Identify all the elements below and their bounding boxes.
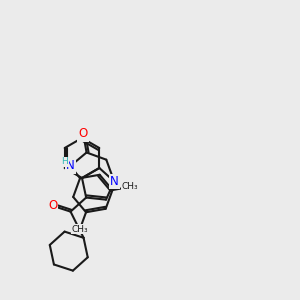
Text: O: O xyxy=(48,199,57,212)
Text: N: N xyxy=(66,160,75,172)
Text: H: H xyxy=(61,158,68,166)
Text: CH₃: CH₃ xyxy=(72,224,88,233)
Text: N: N xyxy=(110,175,118,188)
Text: CH₃: CH₃ xyxy=(122,182,138,191)
Text: O: O xyxy=(79,128,88,140)
